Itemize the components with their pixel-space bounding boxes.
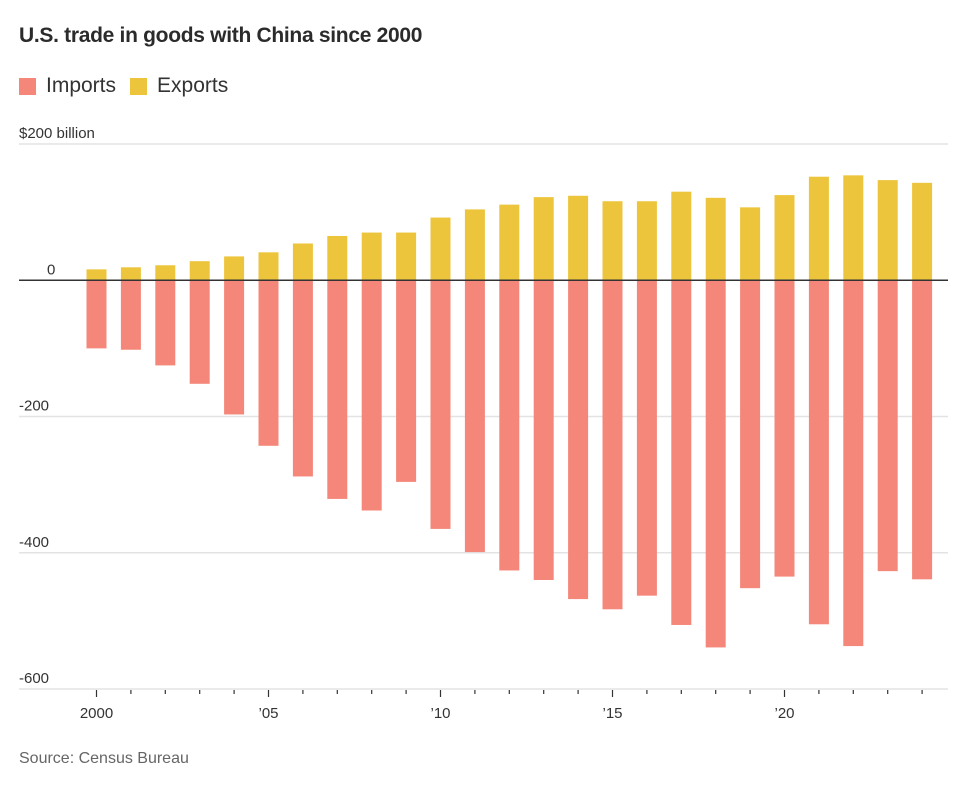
bar-exports-2007 <box>327 235 348 281</box>
bar-exports-2016 <box>636 201 657 281</box>
bar-imports-2008 <box>361 280 382 511</box>
bar-exports-2024 <box>912 182 933 281</box>
bar-exports-2009 <box>396 232 417 281</box>
bar-exports-2002 <box>155 265 176 281</box>
bar-exports-2013 <box>533 197 554 281</box>
bar-exports-2005 <box>258 252 279 281</box>
bar-exports-2004 <box>224 256 245 281</box>
x-tick-label-2000: 2000 <box>80 705 113 722</box>
y-tick-label-neg600: -600 <box>19 670 49 687</box>
bar-imports-2022 <box>843 280 864 647</box>
bar-exports-2010 <box>430 217 451 281</box>
bar-exports-2022 <box>843 175 864 281</box>
chart-title: U.S. trade in goods with China since 200… <box>19 24 423 47</box>
bar-exports-2014 <box>568 195 589 281</box>
bar-imports-2017 <box>671 280 692 625</box>
bar-imports-2014 <box>568 280 589 600</box>
bar-exports-2018 <box>705 197 726 281</box>
bar-exports-2001 <box>120 267 141 281</box>
y-tick-label-neg400: -400 <box>19 534 49 551</box>
y-axis-labels: $200 billion 0 -200 -400 -600 <box>19 125 95 687</box>
x-tick-label-2015: ’15 <box>602 705 622 722</box>
bar-imports-2003 <box>189 280 210 384</box>
x-tick-label-2020: ’20 <box>774 705 794 722</box>
bar-imports-2021 <box>808 280 829 625</box>
legend-swatch-imports <box>19 77 36 95</box>
legend-label-imports: Imports <box>46 74 117 97</box>
bar-exports-2006 <box>292 243 313 281</box>
bar-imports-2009 <box>396 280 417 482</box>
legend-swatch-exports <box>130 77 148 95</box>
bar-imports-2011 <box>464 280 485 553</box>
legend-item-exports: Exports <box>130 74 228 98</box>
bar-exports-2000 <box>86 269 107 281</box>
bar-exports-2019 <box>740 207 761 281</box>
bar-imports-2016 <box>636 280 657 596</box>
bar-imports-2015 <box>602 280 623 610</box>
bars <box>86 175 933 648</box>
bar-exports-2021 <box>808 176 829 281</box>
bar-imports-2024 <box>912 280 933 580</box>
y-tick-label-200: $200 billion <box>19 125 95 142</box>
bar-imports-2002 <box>155 280 176 366</box>
bar-imports-2013 <box>533 280 554 580</box>
bar-imports-2004 <box>224 280 245 415</box>
bar-imports-2010 <box>430 280 451 529</box>
bar-imports-2001 <box>120 280 141 350</box>
bar-imports-2020 <box>774 280 795 577</box>
x-axis: 2000 ’05 ’10 ’15 ’20 <box>80 690 923 722</box>
bar-exports-2008 <box>361 232 382 281</box>
bar-exports-2015 <box>602 201 623 281</box>
bar-exports-2011 <box>464 209 485 281</box>
bar-imports-2007 <box>327 280 348 499</box>
bar-imports-2023 <box>877 280 898 572</box>
bar-exports-2020 <box>774 195 795 281</box>
bar-exports-2023 <box>877 180 898 281</box>
legend-item-imports: Imports <box>19 74 116 98</box>
bar-imports-2006 <box>292 280 313 477</box>
bar-exports-2012 <box>499 204 520 281</box>
source-note: Source: Census Bureau <box>19 750 189 767</box>
legend-label-exports: Exports <box>157 74 229 97</box>
bar-exports-2017 <box>671 191 692 281</box>
bar-imports-2000 <box>86 280 107 349</box>
x-tick-label-2005: ’05 <box>258 705 278 722</box>
bar-exports-2003 <box>189 261 210 281</box>
bar-imports-2012 <box>499 280 520 571</box>
bar-imports-2019 <box>740 280 761 589</box>
x-tick-label-2010: ’10 <box>430 705 450 722</box>
legend: Imports Exports <box>19 74 242 98</box>
bar-imports-2018 <box>705 280 726 648</box>
y-tick-label-0: 0 <box>47 261 55 278</box>
bar-imports-2005 <box>258 280 279 446</box>
y-tick-label-neg200: -200 <box>19 398 49 415</box>
